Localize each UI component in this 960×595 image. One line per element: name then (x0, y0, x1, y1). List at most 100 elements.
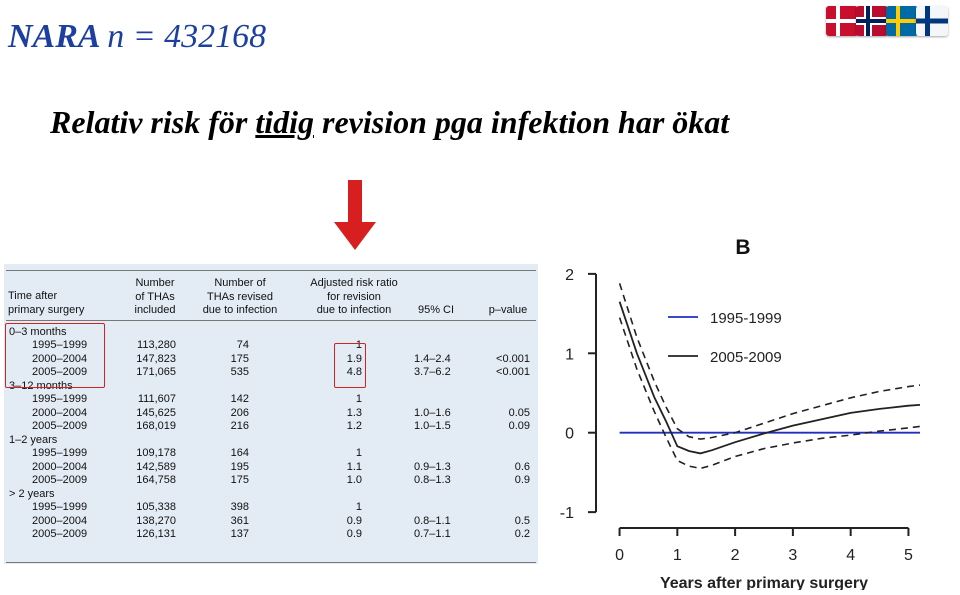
col-header-time-line: Time after (8, 290, 58, 302)
panel-label: B (735, 236, 750, 259)
table-cell-ratio: 1.0 (346, 474, 362, 486)
table-cell-period: 2000–2004 (32, 514, 88, 527)
table-group-label: 0–3 months (9, 325, 67, 338)
highlight-box-risk-ratio (334, 343, 366, 388)
table-cell-ratio: 0.9 (346, 528, 362, 540)
table-cell-p: 0.6 (514, 460, 530, 473)
table-cell-n: 111,607 (137, 393, 176, 405)
table-group-label: > 2 years (9, 487, 55, 500)
table-cell-period: 2005–2009 (32, 420, 88, 432)
table-rule (6, 270, 536, 271)
table-cell-n: 168,019 (136, 420, 176, 432)
table-group-label: 3–12 months (9, 379, 73, 392)
col-header-number-line: Number (135, 277, 175, 289)
col-header-ci: 95% CI (408, 304, 464, 318)
table-cell-ratio: 1.1 (346, 460, 362, 473)
table-cell-p: 0.09 (508, 420, 530, 432)
col-header-ratio-line: Adjusted risk ratio (310, 277, 398, 289)
table-cell-n: 113,280 (137, 339, 176, 351)
table-cell-p: <0.001 (496, 366, 530, 378)
slide-title: NARA n = 432168 (8, 18, 266, 56)
table-cell-revised: 142 (230, 393, 249, 405)
col-header-number-line: included (134, 304, 176, 316)
table-cell-ci: 3.7–6.2 (414, 366, 451, 378)
highlight-box-first-period (5, 323, 105, 388)
table-cell-n: 105,338 (136, 501, 176, 513)
down-arrow-icon (334, 180, 376, 250)
col-header-ci-line: 95% CI (417, 304, 455, 316)
table-cell-period: 2000–2004 (32, 460, 88, 473)
col-header-ratio-line: due to infection (316, 304, 392, 316)
y-tick-label: 1 (565, 346, 574, 363)
col-header-number: Number of THAs included (122, 277, 188, 318)
table-cell-p: 0.2 (514, 528, 530, 540)
title-n: n = 432168 (107, 18, 267, 55)
table-cell-ci: 1.0–1.5 (414, 420, 451, 432)
table-cell-ratio: 1 (355, 501, 362, 513)
table-cell-ci: 1.0–1.6 (414, 406, 451, 419)
table-cell-p: <0.001 (496, 352, 530, 365)
table-cell-ratio: 1 (355, 393, 362, 405)
table-cell-n: 109,178 (136, 447, 176, 459)
table-cell-p: 0.05 (508, 406, 530, 419)
table-cell-period: 2005–2009 (32, 474, 88, 486)
x-tick-label: 1 (673, 547, 682, 564)
subtitle-post: revision pga infektion har ökat (314, 104, 730, 140)
table-cell-revised: 206 (230, 406, 249, 419)
col-header-revised-line: due to infection (202, 304, 278, 316)
table-cell-ratio: 4.8 (346, 366, 362, 378)
table-cell-n: 145,625 (136, 406, 176, 419)
series-ci-band-2 (618, 283, 921, 440)
col-header-time-line: primary surgery (8, 303, 85, 316)
table-cell-period: 2005–2009 (32, 366, 88, 378)
table-cell-revised: 398 (230, 501, 249, 513)
nordic-flags (826, 6, 948, 36)
col-header-p-line: p–value (488, 304, 528, 316)
table-cell-revised: 74 (236, 339, 249, 351)
table-cell-ci: 0.8–1.3 (414, 474, 451, 486)
col-header-ratio: Adjusted risk ratio for revision due to in… (292, 277, 416, 318)
results-table-panel: Time after primary surgery Number of THAs in… (4, 264, 538, 564)
table-cell-period: 2000–2004 (32, 352, 88, 365)
sweden-flag-icon (886, 6, 918, 36)
table-cell-revised: 175 (230, 474, 249, 486)
col-header-revised-line: THAs revised (206, 290, 274, 303)
table-cell-revised: 137 (230, 528, 249, 540)
col-header-revised-line: Number of (214, 277, 266, 289)
finland-flag-icon (916, 6, 948, 36)
table-cell-ci: 1.4–2.4 (414, 352, 451, 365)
table-cell-ratio: 1 (355, 447, 362, 459)
table-cell-revised: 535 (230, 366, 249, 378)
x-tick-label: 4 (846, 547, 855, 564)
table-cell-revised: 216 (230, 420, 249, 432)
slide-subtitle: Relativ risk för tidig revision pga infe… (50, 104, 729, 141)
table-cell-n: 147,823 (136, 352, 176, 365)
table-rule (6, 562, 536, 563)
legend-label: 2005-2009 (710, 349, 782, 366)
col-header-number-line: of THAs (135, 290, 175, 303)
table-cell-revised: 195 (230, 460, 249, 473)
x-axis-label: Years after primary surgery (660, 575, 868, 590)
legend-label: 1995-1999 (710, 310, 782, 327)
table-cell-revised: 164 (230, 447, 249, 459)
series-line-2005-2009 (618, 301, 921, 455)
norway-flag-icon (856, 6, 888, 36)
table-cell-n: 171,065 (136, 366, 176, 378)
table-cell-period: 1995–1999 (32, 447, 88, 459)
risk-ratio-chart: B -1 0 1 2 0 1 2 3 4 5 Years after primary surgery 1… (560, 236, 921, 590)
series-ci-band-3 (618, 317, 921, 470)
y-tick-label: 0 (565, 426, 574, 443)
table-cell-period: 1995–1999 (32, 339, 88, 351)
table-cell-n: 142,589 (136, 460, 176, 473)
y-tick-label: 2 (565, 267, 574, 284)
table-cell-n: 164,758 (136, 474, 176, 486)
table-cell-p: 0.9 (514, 474, 530, 486)
col-header-time: Time after primary surgery (8, 290, 118, 317)
col-header-p: p–value (480, 304, 536, 318)
table-cell-revised: 361 (230, 514, 249, 527)
table-cell-ci: 0.8–1.1 (414, 514, 451, 527)
table-cell-ratio: 1 (355, 339, 362, 351)
denmark-flag-icon (826, 6, 858, 36)
table-cell-ratio: 1.2 (346, 420, 362, 432)
table-cell-n: 126,131 (136, 528, 176, 540)
